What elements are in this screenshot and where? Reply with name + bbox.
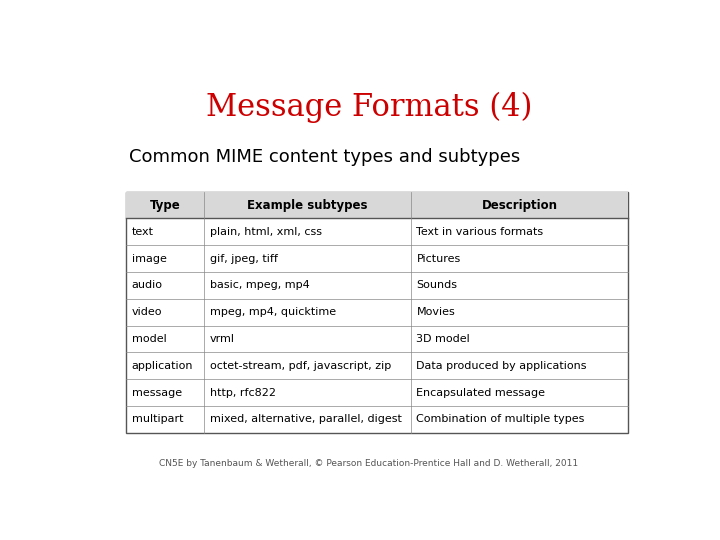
Text: Example subtypes: Example subtypes <box>248 199 368 212</box>
Text: message: message <box>132 388 182 397</box>
Bar <box>126 192 629 433</box>
Text: Message Formats (4): Message Formats (4) <box>206 92 532 123</box>
Text: mixed, alternative, parallel, digest: mixed, alternative, parallel, digest <box>210 414 402 424</box>
Text: audio: audio <box>132 280 163 291</box>
Text: Common MIME content types and subtypes: Common MIME content types and subtypes <box>129 148 521 166</box>
Text: Movies: Movies <box>416 307 455 317</box>
Text: Encapsulated message: Encapsulated message <box>416 388 546 397</box>
Text: Description: Description <box>482 199 558 212</box>
Text: 3D model: 3D model <box>416 334 470 344</box>
Text: Pictures: Pictures <box>416 254 461 264</box>
Bar <box>126 192 629 218</box>
Text: model: model <box>132 334 166 344</box>
Text: Sounds: Sounds <box>416 280 457 291</box>
Text: text: text <box>132 227 154 237</box>
Text: basic, mpeg, mp4: basic, mpeg, mp4 <box>210 280 310 291</box>
Text: Data produced by applications: Data produced by applications <box>416 361 587 371</box>
Text: plain, html, xml, css: plain, html, xml, css <box>210 227 322 237</box>
Text: gif, jpeg, tiff: gif, jpeg, tiff <box>210 254 278 264</box>
Text: Type: Type <box>150 199 181 212</box>
Text: CN5E by Tanenbaum & Wetherall, © Pearson Education-Prentice Hall and D. Wetheral: CN5E by Tanenbaum & Wetherall, © Pearson… <box>159 459 579 468</box>
Text: Text in various formats: Text in various formats <box>416 227 544 237</box>
Text: video: video <box>132 307 162 317</box>
Text: octet-stream, pdf, javascript, zip: octet-stream, pdf, javascript, zip <box>210 361 391 371</box>
Text: application: application <box>132 361 194 371</box>
Text: multipart: multipart <box>132 414 184 424</box>
Text: mpeg, mp4, quicktime: mpeg, mp4, quicktime <box>210 307 336 317</box>
Text: http, rfc822: http, rfc822 <box>210 388 276 397</box>
Text: vrml: vrml <box>210 334 235 344</box>
Text: Combination of multiple types: Combination of multiple types <box>416 414 585 424</box>
Text: image: image <box>132 254 167 264</box>
